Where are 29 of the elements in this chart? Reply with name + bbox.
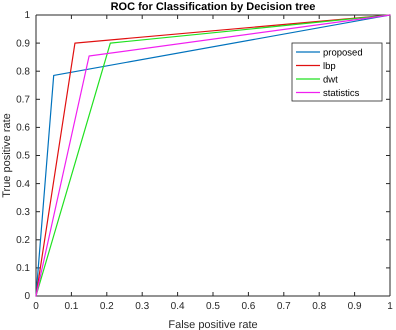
x-axis-title: False positive rate (168, 319, 258, 330)
y-tick-label: 0.5 (16, 150, 30, 162)
legend-label: statistics (323, 88, 360, 99)
x-tick-label: 0.6 (241, 301, 256, 312)
x-tick-label: 0.1 (64, 301, 79, 312)
chart-title: ROC for Classification by Decision tree (110, 1, 316, 13)
y-tick-label: 0.4 (16, 178, 30, 190)
y-tick-label: 0.1 (16, 263, 30, 274)
legend-label: dwt (323, 74, 338, 86)
y-tick-label: 0 (24, 291, 30, 302)
x-tick-label: 0.5 (206, 301, 220, 312)
x-tick-label: 1 (387, 301, 394, 312)
y-tick-label: 0.6 (16, 122, 30, 134)
y-tick-label: 0.8 (16, 66, 30, 78)
y-tick-label: 0.2 (16, 235, 30, 246)
x-tick-label: 0 (33, 301, 40, 312)
y-tick-label: 0.7 (16, 94, 30, 106)
x-tick-label: 0.3 (135, 301, 150, 312)
y-tick-label: 0.3 (16, 206, 30, 218)
y-axis-title: True positive rate (1, 113, 13, 198)
y-tick-label: 0.9 (16, 38, 30, 50)
x-tick-label: 0.2 (100, 301, 114, 312)
y-tick-label: 1 (24, 10, 30, 22)
x-tick-label: 0.4 (170, 301, 185, 312)
legend-label: lbp (323, 61, 336, 72)
x-tick-label: 0.8 (312, 301, 327, 312)
x-tick-label: 0.9 (348, 301, 362, 312)
legend-label: proposed (323, 48, 363, 58)
x-tick-label: 0.7 (276, 301, 292, 312)
